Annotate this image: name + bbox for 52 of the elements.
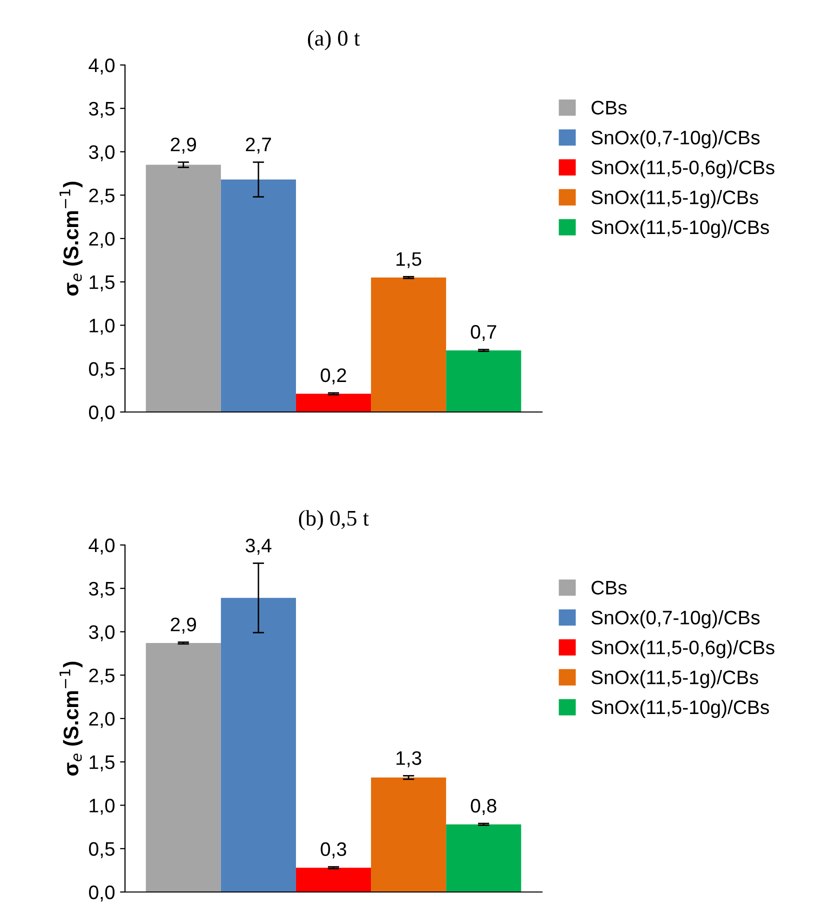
bar	[296, 394, 372, 412]
data-label: 0,3	[320, 842, 346, 858]
bar	[371, 777, 446, 892]
y-tick-label: 2,0	[89, 232, 115, 248]
y-tick-label: 0,5	[89, 842, 114, 858]
legend-label: CBs	[592, 100, 627, 115]
y-tick-label: 0,5	[89, 362, 114, 378]
data-label: 1,5	[396, 252, 422, 268]
chart-title: (b) 0,5 t	[298, 510, 369, 530]
y-tick-label: 2,5	[89, 668, 114, 685]
bar	[146, 643, 221, 892]
chart-title: (a) 0 t	[308, 30, 360, 50]
y-tick-label: 0,0	[89, 885, 115, 902]
y-tick-label: 1,0	[90, 318, 115, 335]
y-tick-label: 2,5	[89, 188, 114, 205]
data-label: 3,4	[246, 538, 272, 555]
bar	[446, 350, 522, 412]
y-axis-title: σ$_{e}$ (S.cm$^{−1}$)	[60, 662, 82, 776]
bar	[371, 278, 446, 412]
data-label: 0,2	[320, 368, 346, 384]
bar	[146, 164, 221, 412]
legend-label: SnOx(11,5-10g)/CBs	[591, 700, 769, 718]
data-label: 2,9	[170, 138, 196, 154]
y-tick-label: 1,0	[90, 798, 115, 815]
y-tick-label: 3,5	[88, 102, 114, 118]
legend-label: SnOx(11,5-0,6g)/CBs	[591, 160, 774, 178]
bar	[446, 824, 522, 892]
bar	[220, 180, 296, 412]
y-tick-label: 3,5	[88, 582, 114, 598]
legend-label: CBs	[592, 580, 627, 595]
data-label: 2,7	[246, 138, 271, 154]
legend-label: SnOx(11,5-1g)/CBs	[591, 670, 758, 688]
y-tick-label: 1,5	[90, 276, 114, 292]
bar	[296, 868, 372, 892]
legend-label: SnOx(0,7-10g)/CBs	[591, 610, 760, 628]
y-tick-label: 3,0	[88, 145, 115, 162]
y-tick-label: 1,5	[90, 756, 114, 772]
bar	[220, 598, 296, 892]
y-tick-label: 4,0	[88, 538, 115, 555]
y-axis-title: σ$_{e}$ (S.cm$^{−1}$)	[60, 182, 82, 296]
data-label: 0,7	[470, 324, 496, 342]
legend-label: SnOx(11,5-10g)/CBs	[591, 220, 769, 238]
data-label: 2,9	[170, 618, 196, 634]
y-tick-label: 4,0	[88, 58, 115, 75]
data-label: 1,3	[396, 751, 422, 768]
y-tick-label: 2,0	[89, 712, 115, 728]
legend-label: SnOx(11,5-0,6g)/CBs	[591, 640, 774, 658]
y-tick-label: 0,0	[89, 405, 115, 422]
y-tick-label: 3,0	[88, 625, 115, 642]
data-label: 0,8	[470, 798, 496, 815]
legend-label: SnOx(11,5-1g)/CBs	[591, 190, 758, 208]
legend-label: SnOx(0,7-10g)/CBs	[591, 130, 760, 148]
